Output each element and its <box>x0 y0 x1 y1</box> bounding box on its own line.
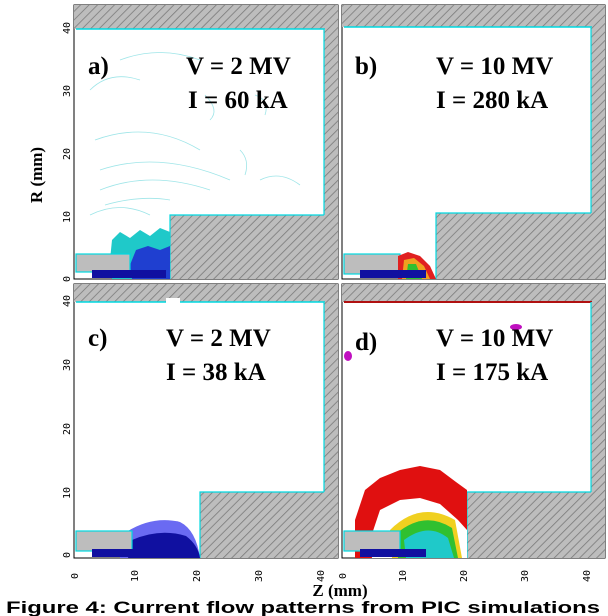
x-tick-label: 20 <box>192 570 203 582</box>
x-tick-label: 20 <box>459 570 470 582</box>
panel-b-current: I = 280 kA <box>436 87 548 114</box>
panel-a: a) V = 2 MV I = 60 kA <box>73 4 339 280</box>
panel-c-id: c) <box>88 325 107 352</box>
y-tick-label: 20 <box>62 423 73 435</box>
y-tick-label: 20 <box>62 148 73 160</box>
panel-c-current: I = 38 kA <box>166 359 266 386</box>
panel-b: b) V = 10 MV I = 280 kA <box>341 4 606 280</box>
y-tick-label: 30 <box>62 85 73 97</box>
panel-d-voltage: V = 10 MV <box>436 325 553 352</box>
panel-d: d) V = 10 MV I = 175 kA <box>341 283 606 559</box>
panel-a-current: I = 60 kA <box>188 87 288 114</box>
panel-c: c) V = 2 MV I = 38 kA <box>73 283 339 559</box>
panel-a-voltage: V = 2 MV <box>186 53 291 80</box>
x-tick-label: 40 <box>582 570 593 582</box>
panel-d-id: d) <box>355 329 377 356</box>
x-tick-label: 10 <box>398 570 409 582</box>
y-tick-label: 0 <box>62 552 73 558</box>
y-ticks-bottom: 40 30 20 10 0 <box>62 295 73 558</box>
x-tick-label: 0 <box>70 573 81 579</box>
y-tick-label: 30 <box>62 359 73 371</box>
y-ticks-top: 40 30 20 10 0 <box>62 22 73 282</box>
x-tick-label: 30 <box>520 570 531 582</box>
x-tick-label: 0 <box>338 573 349 579</box>
x-axis-label: Z (mm) <box>312 581 367 600</box>
y-tick-label: 10 <box>62 487 73 499</box>
x-ticks-right: 0 10 20 30 40 <box>338 570 593 582</box>
x-tick-label: 10 <box>130 570 141 582</box>
figure-caption: Figure 4: Current flow patterns from PIC… <box>6 598 600 616</box>
panel-d-current: I = 175 kA <box>436 359 548 386</box>
y-axis-label: R (mm) <box>27 147 46 203</box>
x-ticks-left: 0 10 20 30 40 <box>70 570 327 582</box>
y-tick-label: 10 <box>62 211 73 223</box>
x-tick-label: 40 <box>316 570 327 582</box>
y-tick-label: 40 <box>62 22 73 34</box>
panel-c-voltage: V = 2 MV <box>166 325 271 352</box>
x-tick-label: 30 <box>254 570 265 582</box>
panel-a-id: a) <box>88 53 109 80</box>
panel-b-voltage: V = 10 MV <box>436 53 553 80</box>
y-tick-label: 0 <box>62 276 73 282</box>
panel-b-id: b) <box>355 53 377 80</box>
y-tick-label: 40 <box>62 295 73 307</box>
